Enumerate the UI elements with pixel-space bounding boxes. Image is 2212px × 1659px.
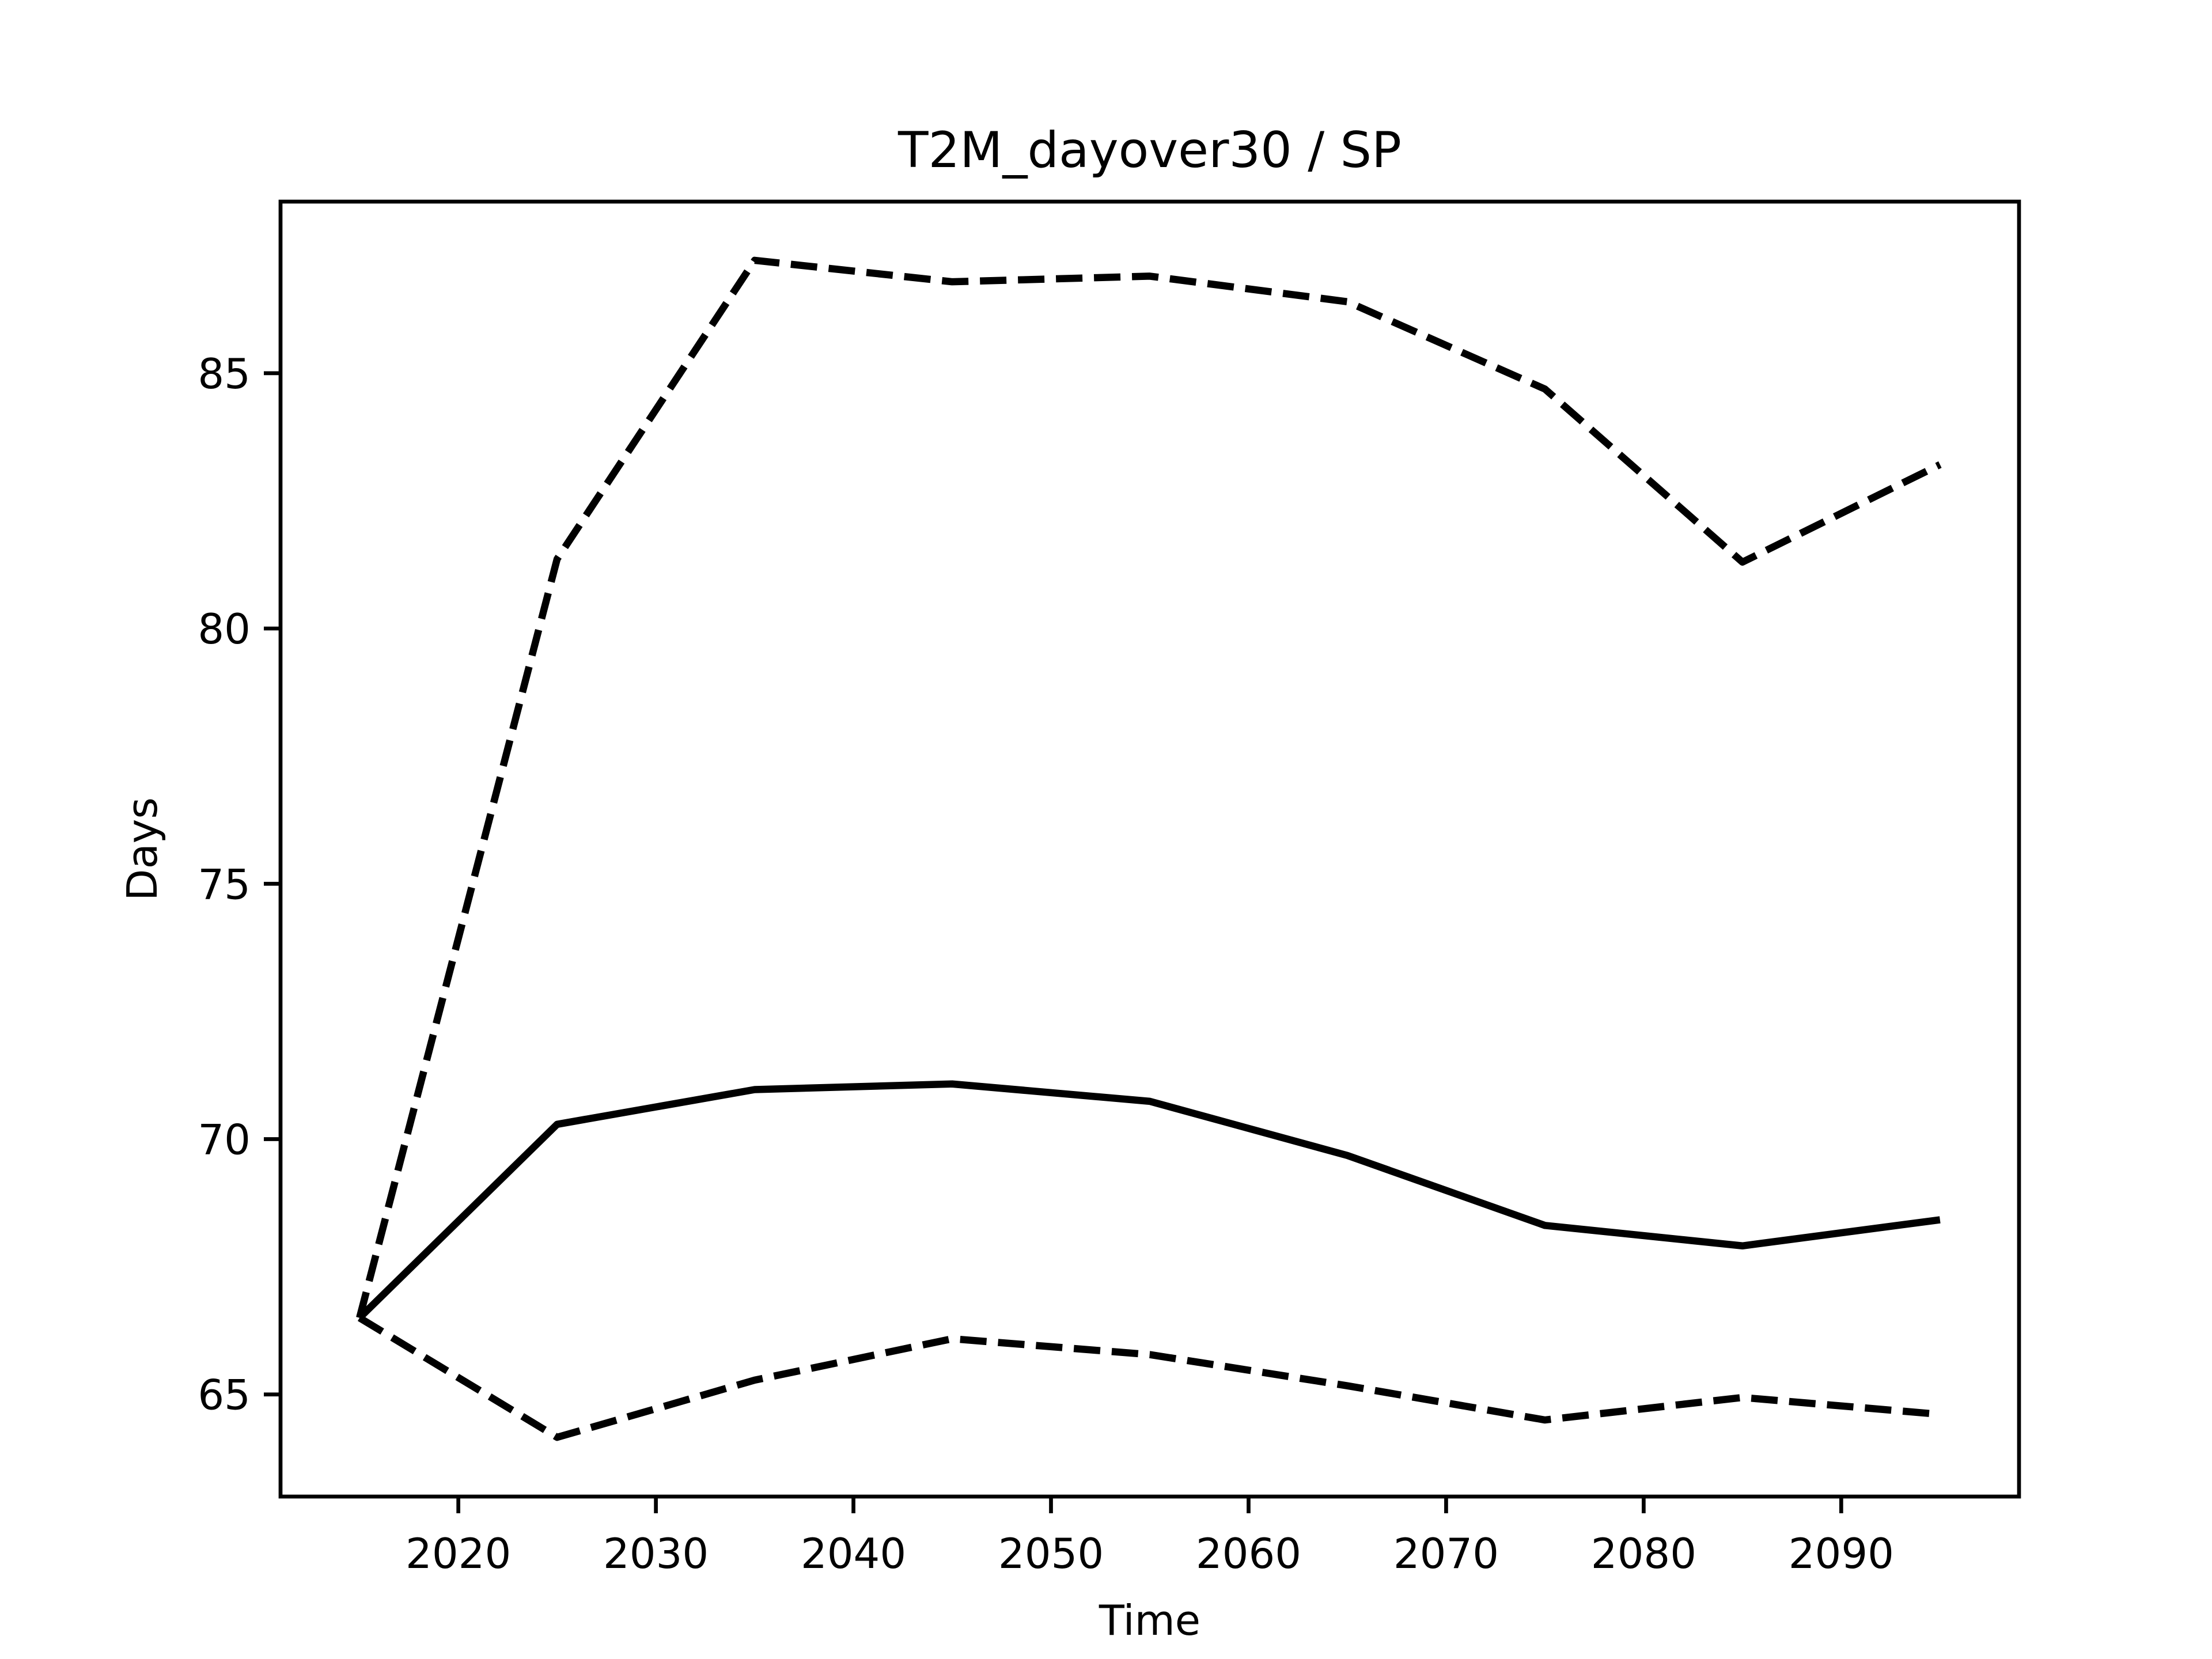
x-tick-label: 2040 — [801, 1529, 906, 1578]
y-tick-label: 85 — [198, 350, 251, 398]
x-axis-label: Time — [1099, 1596, 1200, 1645]
x-tick-label: 2080 — [1591, 1529, 1696, 1578]
y-tick-label: 80 — [198, 605, 251, 653]
y-tick-label: 70 — [198, 1115, 251, 1164]
plot-frame — [278, 199, 2021, 1499]
x-tick-label: 2060 — [1196, 1529, 1301, 1578]
y-tick-label: 75 — [198, 860, 251, 908]
x-tick-label: 2070 — [1393, 1529, 1499, 1578]
x-tick-label: 2090 — [1789, 1529, 1894, 1578]
x-tick-label: 2030 — [603, 1529, 709, 1578]
y-tick-label: 65 — [198, 1371, 251, 1419]
x-tick-label: 2020 — [406, 1529, 511, 1578]
chart-title: T2M_dayover30 / SP — [897, 122, 1402, 179]
series-line — [356, 256, 1942, 1319]
series-line — [357, 1315, 1941, 1441]
x-tick-label: 2050 — [998, 1529, 1104, 1578]
series-line — [357, 1080, 1941, 1321]
y-axis-label: Days — [118, 797, 166, 901]
